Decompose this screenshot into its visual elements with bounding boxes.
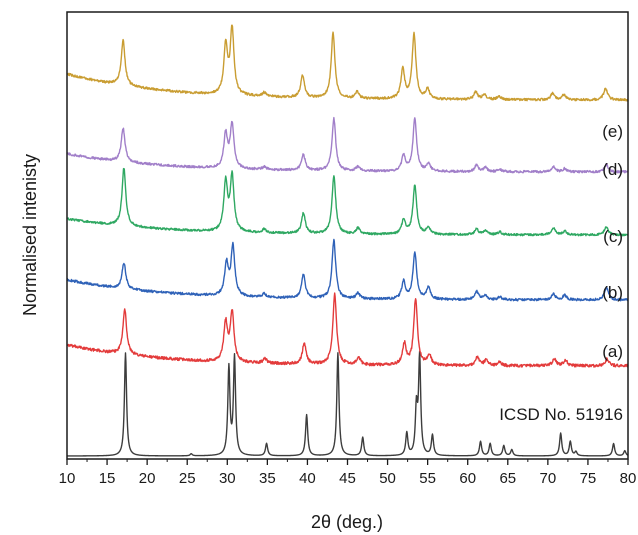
x-tick-label: 80 [620,470,637,487]
x-tick-label: 50 [379,470,396,487]
x-axis-ticks: 10 15 20 25 30 35 40 45 50 55 60 65 70 75 80 [59,459,637,487]
x-tick-label: 35 [259,470,276,487]
curve-label-b: (b) [602,283,623,302]
series-layer [66,24,629,457]
y-axis-label: Normalised intenisty [20,154,40,316]
curve-label-c: (c) [603,227,623,246]
series-line-a [66,292,629,368]
x-tick-label: 65 [499,470,516,487]
series-line-icsd-reference [66,350,629,457]
x-tick-label: 75 [580,470,597,487]
curve-label-e: (e) [602,122,623,141]
series-line-e [66,24,629,102]
x-tick-label: 30 [219,470,236,487]
x-tick-label: 25 [179,470,196,487]
series-line-d [66,116,629,174]
series-line-b [66,238,629,302]
x-tick-label: 10 [59,470,76,487]
x-axis-label: 2θ (deg.) [311,512,383,532]
curve-label-d: (d) [602,160,623,179]
x-tick-label: 45 [339,470,356,487]
x-tick-label: 55 [419,470,436,487]
curve-label-icsd-reference: ICSD No. 51916 [499,405,623,424]
curve-labels: ICSD No. 51916 (a) (b) (c) (d) (e) [499,122,623,424]
curve-label-a: (a) [602,342,623,361]
x-tick-label: 60 [459,470,476,487]
x-tick-label: 70 [540,470,557,487]
series-line-c [66,167,629,237]
x-tick-label: 20 [139,470,156,487]
x-tick-label: 40 [299,470,316,487]
x-tick-label: 15 [99,470,116,487]
